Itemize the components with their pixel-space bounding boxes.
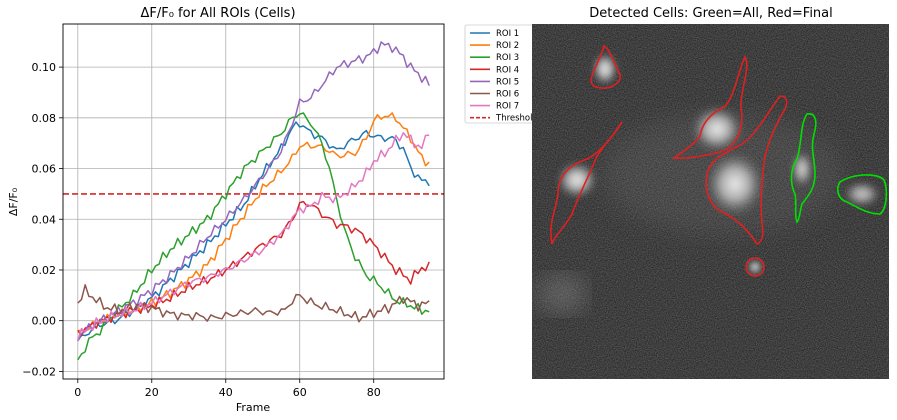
image-title: Detected Cells: Green=All, Red=Final [589,6,833,21]
chart-title: ΔF/F₀ for All ROIs (Cells) [140,6,295,21]
series-line-3 [77,112,430,361]
series-line-7 [77,132,430,341]
roi-contour-green [790,113,817,224]
y-tick-label: 0.00 [32,315,57,328]
y-tick-label: 0.02 [32,264,57,277]
y-tick-label: 0.04 [32,213,57,226]
roi-contour-red [745,257,765,277]
y-tick-label: 0.06 [32,163,57,176]
legend-label: ROI 6 [496,90,519,100]
roi-contour-green [837,174,888,215]
roi-contour-red [671,55,748,159]
x-axis-ticks: 0 20 40 60 80 [74,379,381,399]
y-tick-label: −0.02 [22,365,56,378]
delta-f-chart: ΔF/F₀ for All ROIs (Cells) −0.02 0.00 0.02… [7,6,445,414]
x-tick-label: 20 [145,386,159,399]
y-tick-label: 0.10 [32,61,57,74]
series-lines [77,41,430,361]
x-tick-label: 0 [74,386,81,399]
legend-label: ROI 2 [496,41,519,51]
x-tick-label: 40 [219,386,233,399]
y-tick-label: 0.08 [32,112,57,125]
x-tick-label: 80 [367,386,381,399]
series-line-5 [77,41,430,340]
grid [63,24,444,379]
legend-label: ROI 5 [496,77,519,87]
roi-contour-red [590,44,622,89]
legend-label: ROI 7 [496,102,519,112]
legend-label: ROI 4 [496,65,519,75]
roi-contour-red [705,95,788,245]
series-line-6 [77,284,430,323]
y-axis-ticks: −0.02 0.00 0.02 0.04 0.06 0.08 0.10 [22,61,63,378]
y-axis-label: ΔF/F₀ [7,187,20,216]
plot-frame [62,23,445,380]
roi-contour-red [550,121,623,245]
x-axis-label: Frame [236,401,271,414]
legend-label: Threshold [495,114,538,124]
x-tick-label: 60 [293,386,307,399]
detected-cells-panel: Detected Cells: Green=All, Red=Final [532,6,889,379]
legend-label: ROI 1 [496,29,519,39]
all-cells-contours [790,113,888,224]
final-cells-contours [550,44,788,277]
microscopy-image [532,24,889,379]
legend-label: ROI 3 [496,53,519,63]
